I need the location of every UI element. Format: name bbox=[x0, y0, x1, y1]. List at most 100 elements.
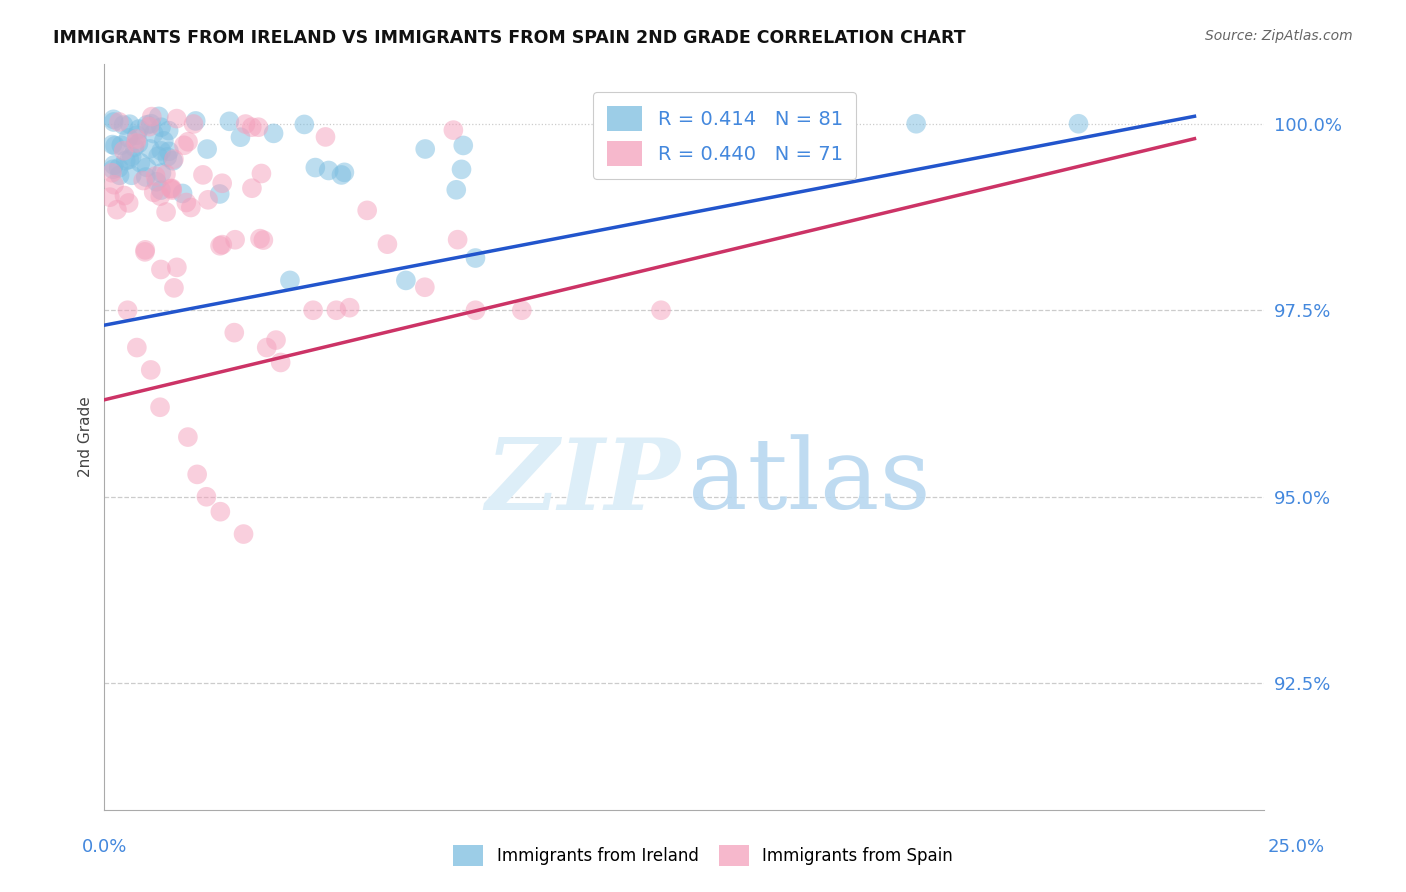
Point bbox=[142, 186, 165, 200]
Point bbox=[162, 183, 184, 197]
Point bbox=[180, 201, 202, 215]
Point bbox=[98, 190, 121, 204]
Point bbox=[149, 401, 172, 415]
Point bbox=[150, 144, 173, 158]
Point bbox=[160, 181, 183, 195]
Point bbox=[450, 162, 472, 177]
Point bbox=[197, 193, 219, 207]
Point bbox=[696, 117, 718, 131]
Point bbox=[125, 136, 148, 150]
Point bbox=[157, 123, 180, 137]
Point bbox=[195, 490, 218, 504]
Point bbox=[256, 341, 278, 355]
Point bbox=[395, 273, 418, 287]
Point bbox=[177, 135, 200, 149]
Point bbox=[263, 127, 285, 141]
Point bbox=[114, 188, 136, 202]
Point bbox=[112, 144, 135, 158]
Point bbox=[103, 115, 125, 129]
Point bbox=[153, 134, 176, 148]
Point bbox=[172, 186, 194, 201]
Point bbox=[229, 130, 252, 145]
Point bbox=[155, 205, 177, 219]
Point bbox=[145, 175, 167, 189]
Point bbox=[145, 169, 167, 183]
Point bbox=[162, 153, 184, 168]
Point bbox=[333, 165, 356, 179]
Point bbox=[139, 117, 162, 131]
Point bbox=[121, 168, 143, 182]
Point bbox=[186, 467, 208, 482]
Point bbox=[125, 128, 148, 143]
Point bbox=[132, 173, 155, 187]
Point bbox=[101, 162, 124, 177]
Point bbox=[278, 273, 301, 287]
Point bbox=[105, 202, 128, 217]
Point bbox=[166, 112, 188, 126]
Point bbox=[173, 138, 195, 153]
Point bbox=[176, 195, 198, 210]
Point bbox=[118, 153, 141, 167]
Point bbox=[249, 232, 271, 246]
Point bbox=[330, 168, 353, 182]
Point bbox=[110, 138, 132, 153]
Point bbox=[905, 117, 928, 131]
Point bbox=[510, 303, 533, 318]
Point bbox=[134, 244, 156, 259]
Legend: Immigrants from Ireland, Immigrants from Spain: Immigrants from Ireland, Immigrants from… bbox=[447, 838, 959, 873]
Point bbox=[211, 176, 233, 190]
Point bbox=[209, 239, 232, 253]
Legend: R = 0.414   N = 81, R = 0.440   N = 71: R = 0.414 N = 81, R = 0.440 N = 71 bbox=[593, 93, 856, 179]
Text: ZIP: ZIP bbox=[485, 434, 681, 530]
Point bbox=[136, 118, 159, 132]
Point bbox=[127, 136, 149, 151]
Point bbox=[138, 120, 160, 134]
Point bbox=[339, 301, 361, 315]
Point bbox=[112, 118, 135, 132]
Point bbox=[325, 303, 347, 318]
Point bbox=[177, 430, 200, 444]
Point bbox=[114, 153, 136, 168]
Point bbox=[128, 122, 150, 136]
Point bbox=[150, 120, 173, 135]
Point bbox=[118, 117, 141, 131]
Point bbox=[156, 150, 179, 164]
Point bbox=[139, 142, 162, 156]
Point bbox=[146, 149, 169, 163]
Text: 0.0%: 0.0% bbox=[82, 838, 127, 856]
Point bbox=[155, 167, 177, 181]
Text: atlas: atlas bbox=[688, 434, 931, 530]
Point bbox=[117, 131, 139, 145]
Point bbox=[157, 145, 180, 159]
Point bbox=[224, 233, 246, 247]
Point bbox=[142, 127, 165, 141]
Point bbox=[108, 115, 131, 129]
Point bbox=[650, 303, 672, 318]
Point bbox=[451, 138, 474, 153]
Point bbox=[315, 129, 337, 144]
Point bbox=[292, 117, 315, 131]
Point bbox=[149, 189, 172, 203]
Point bbox=[101, 137, 124, 152]
Y-axis label: 2nd Grade: 2nd Grade bbox=[79, 397, 93, 477]
Point bbox=[264, 333, 287, 347]
Point bbox=[117, 303, 139, 318]
Point bbox=[208, 186, 231, 201]
Point bbox=[166, 260, 188, 275]
Point bbox=[413, 280, 436, 294]
Point bbox=[377, 237, 399, 252]
Point bbox=[107, 161, 129, 175]
Point bbox=[134, 243, 156, 257]
Point bbox=[441, 123, 464, 137]
Point bbox=[464, 303, 486, 318]
Point bbox=[240, 120, 263, 135]
Point bbox=[232, 527, 254, 541]
Point bbox=[209, 505, 232, 519]
Point bbox=[103, 158, 125, 172]
Point bbox=[121, 149, 143, 163]
Point bbox=[304, 161, 326, 175]
Point bbox=[270, 355, 292, 369]
Point bbox=[149, 183, 172, 197]
Point bbox=[191, 168, 214, 182]
Text: IMMIGRANTS FROM IRELAND VS IMMIGRANTS FROM SPAIN 2ND GRADE CORRELATION CHART: IMMIGRANTS FROM IRELAND VS IMMIGRANTS FR… bbox=[53, 29, 966, 46]
